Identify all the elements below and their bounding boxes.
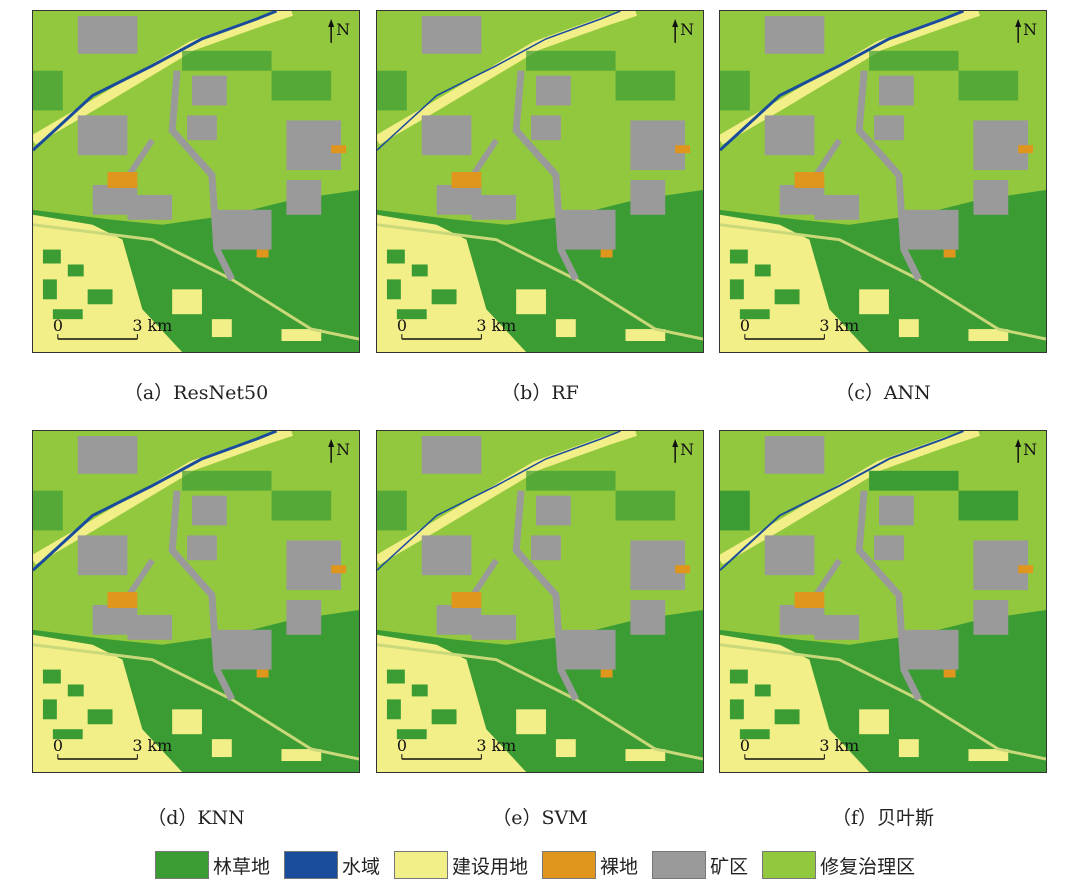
svg-text:3 km: 3 km (476, 316, 516, 335)
scale-bar: 0 3 km (53, 736, 172, 760)
classification-map: N 0 3 km (33, 431, 359, 772)
caption-c: （c）ANN (835, 382, 931, 404)
caption-a: （a）ResNet50 (123, 382, 269, 404)
legend-swatch-restoration (762, 851, 817, 879)
panel-f: N 0 3 km (719, 430, 1047, 773)
svg-text:3 km: 3 km (819, 736, 859, 755)
legend-label: 林草地 (213, 855, 271, 878)
classification-map: N 0 3 km (377, 11, 703, 352)
scale-bar: 0 3 km (740, 736, 859, 760)
north-arrow: N (1015, 18, 1037, 43)
classification-map: N 0 3 km (720, 431, 1046, 772)
svg-text:0: 0 (53, 736, 63, 755)
scale-bar: 0 3 km (397, 736, 516, 760)
svg-text:3 km: 3 km (132, 316, 172, 335)
svg-text:N: N (336, 440, 350, 459)
legend-swatch-construction (394, 851, 449, 879)
svg-text:0: 0 (397, 736, 407, 755)
svg-text:N: N (1023, 440, 1037, 459)
caption-e: （e）SVM (492, 807, 588, 829)
north-arrow: N (1015, 438, 1037, 463)
classification-map: N 0 3 km (377, 431, 703, 772)
caption-b: （b）RF (501, 382, 579, 404)
panel-e: N 0 3 km (376, 430, 704, 773)
legend-label: 建设用地 (452, 855, 529, 878)
scale-bar: 0 3 km (397, 316, 516, 340)
scale-bar: 0 3 km (53, 316, 172, 340)
legend-swatch-forest (155, 851, 209, 879)
scale-bar: 0 3 km (740, 316, 859, 340)
svg-text:0: 0 (740, 736, 750, 755)
legend-swatch-water (284, 851, 339, 879)
legend-label: 裸地 (600, 855, 639, 878)
north-arrow: N (328, 18, 350, 43)
panel-c: N 0 3 km (719, 10, 1047, 353)
panel-d: N 0 3 km (32, 430, 360, 773)
classification-map: N 0 3 km (33, 11, 359, 352)
svg-text:N: N (680, 20, 694, 39)
svg-text:0: 0 (53, 316, 63, 335)
svg-text:3 km: 3 km (819, 316, 859, 335)
caption-d: （d）KNN (147, 807, 245, 829)
classification-map: N 0 3 km (720, 11, 1046, 352)
panel-a: N 0 3 km (32, 10, 360, 353)
north-arrow: N (328, 438, 350, 463)
legend: 林草地 水域 建设用地 裸地 矿区 修复治理区 (155, 851, 929, 879)
legend-label: 修复治理区 (820, 855, 916, 878)
svg-text:N: N (1023, 20, 1037, 39)
svg-text:3 km: 3 km (476, 736, 516, 755)
svg-text:N: N (680, 440, 694, 459)
legend-label: 水域 (342, 855, 381, 878)
panel-b: N 0 3 km (376, 10, 704, 353)
legend-swatch-bare (542, 851, 597, 879)
svg-text:0: 0 (397, 316, 407, 335)
legend-swatch-mine (652, 851, 707, 879)
caption-f: （f）贝叶斯 (831, 807, 935, 829)
north-arrow: N (672, 18, 694, 43)
north-arrow: N (672, 438, 694, 463)
legend-label: 矿区 (710, 855, 749, 878)
svg-text:N: N (336, 20, 350, 39)
svg-text:3 km: 3 km (132, 736, 172, 755)
svg-text:0: 0 (740, 316, 750, 335)
